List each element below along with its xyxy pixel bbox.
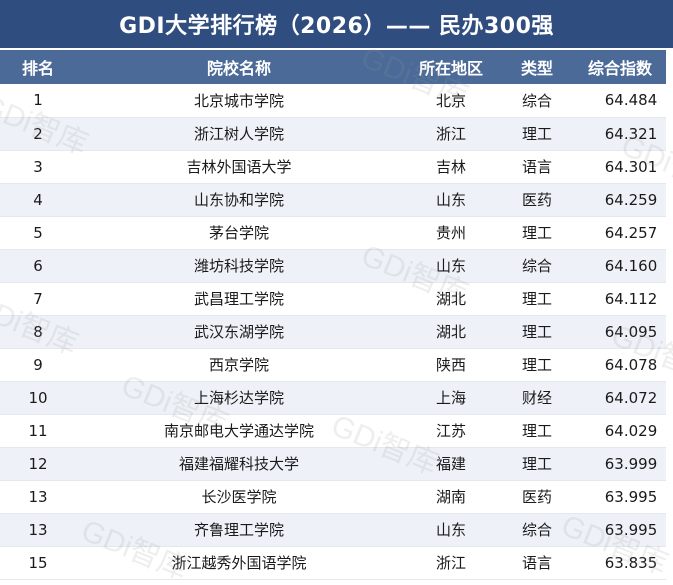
cell-type: 理工 — [500, 447, 574, 481]
cell-region: 吉林 — [402, 150, 500, 184]
table-row: 6 潍坊科技学院 山东 综合 64.160 — [0, 249, 666, 283]
cell-type: 理工 — [500, 117, 574, 151]
cell-type: 理工 — [500, 216, 574, 250]
cell-score: 63.995 — [574, 513, 666, 547]
cell-name: 吉林外国语大学 — [76, 150, 402, 184]
cell-type: 医药 — [500, 480, 574, 514]
cell-type: 理工 — [500, 315, 574, 349]
cell-name: 西京学院 — [76, 348, 402, 382]
cell-name: 武汉东湖学院 — [76, 315, 402, 349]
cell-score: 64.095 — [574, 315, 666, 349]
cell-rank: 8 — [0, 315, 76, 349]
header-rank: 排名 — [0, 50, 76, 84]
cell-region: 浙江 — [402, 117, 500, 151]
table-row: 13 长沙医学院 湖南 医药 63.995 — [0, 480, 666, 514]
cell-type: 理工 — [500, 282, 574, 316]
cell-region: 湖南 — [402, 480, 500, 514]
cell-region: 贵州 — [402, 216, 500, 250]
cell-score: 64.029 — [574, 414, 666, 448]
cell-region: 陕西 — [402, 348, 500, 382]
table-row: 10 上海杉达学院 上海 财经 64.072 — [0, 381, 666, 415]
cell-name: 山东协和学院 — [76, 183, 402, 217]
cell-region: 山东 — [402, 249, 500, 283]
table-row: 7 武昌理工学院 湖北 理工 64.112 — [0, 282, 666, 316]
cell-score: 64.072 — [574, 381, 666, 415]
table-row: 4 山东协和学院 山东 医药 64.259 — [0, 183, 666, 217]
cell-region: 湖北 — [402, 315, 500, 349]
cell-type: 综合 — [500, 84, 574, 118]
table-row: 9 西京学院 陕西 理工 64.078 — [0, 348, 666, 382]
cell-score: 64.112 — [574, 282, 666, 316]
cell-region: 山东 — [402, 513, 500, 547]
cell-region: 山东 — [402, 183, 500, 217]
cell-name: 福建福耀科技大学 — [76, 447, 402, 481]
cell-name: 浙江树人学院 — [76, 117, 402, 151]
cell-score: 64.259 — [574, 183, 666, 217]
cell-rank: 13 — [0, 480, 76, 514]
cell-score: 64.301 — [574, 150, 666, 184]
cell-name: 上海杉达学院 — [76, 381, 402, 415]
cell-name: 武昌理工学院 — [76, 282, 402, 316]
cell-region: 浙江 — [402, 546, 500, 580]
cell-name: 北京城市学院 — [76, 84, 402, 118]
table-row: 2 浙江树人学院 浙江 理工 64.321 — [0, 117, 666, 151]
header-type: 类型 — [500, 50, 574, 84]
cell-rank: 10 — [0, 381, 76, 415]
cell-score: 63.999 — [574, 447, 666, 481]
table-row: 5 茅台学院 贵州 理工 64.257 — [0, 216, 666, 250]
cell-score: 64.321 — [574, 117, 666, 151]
cell-score: 64.160 — [574, 249, 666, 283]
table-row: 13 齐鲁理工学院 山东 综合 63.995 — [0, 513, 666, 547]
cell-rank: 1 — [0, 84, 76, 118]
cell-name: 茅台学院 — [76, 216, 402, 250]
page-title: GDI大学排行榜（2026）—— 民办300强 — [0, 0, 673, 48]
cell-region: 北京 — [402, 84, 500, 118]
cell-type: 理工 — [500, 348, 574, 382]
table-row: 15 浙江越秀外国语学院 浙江 语言 63.835 — [0, 546, 666, 580]
cell-score: 64.078 — [574, 348, 666, 382]
cell-score: 64.484 — [574, 84, 666, 118]
table-row: 12 福建福耀科技大学 福建 理工 63.999 — [0, 447, 666, 481]
header-name: 院校名称 — [76, 50, 402, 84]
cell-type: 医药 — [500, 183, 574, 217]
table-row: 3 吉林外国语大学 吉林 语言 64.301 — [0, 150, 666, 184]
cell-name: 南京邮电大学通达学院 — [76, 414, 402, 448]
cell-rank: 13 — [0, 513, 76, 547]
table-row: 8 武汉东湖学院 湖北 理工 64.095 — [0, 315, 666, 349]
cell-rank: 6 — [0, 249, 76, 283]
cell-region: 江苏 — [402, 414, 500, 448]
cell-region: 湖北 — [402, 282, 500, 316]
cell-type: 理工 — [500, 414, 574, 448]
cell-rank: 2 — [0, 117, 76, 151]
cell-name: 齐鲁理工学院 — [76, 513, 402, 547]
cell-name: 浙江越秀外国语学院 — [76, 546, 402, 580]
cell-score: 63.995 — [574, 480, 666, 514]
cell-type: 综合 — [500, 513, 574, 547]
cell-rank: 5 — [0, 216, 76, 250]
cell-type: 语言 — [500, 546, 574, 580]
cell-rank: 12 — [0, 447, 76, 481]
cell-rank: 3 — [0, 150, 76, 184]
cell-score: 64.257 — [574, 216, 666, 250]
header-score: 综合指数 — [574, 50, 666, 84]
cell-type: 语言 — [500, 150, 574, 184]
cell-rank: 9 — [0, 348, 76, 382]
cell-name: 长沙医学院 — [76, 480, 402, 514]
cell-rank: 4 — [0, 183, 76, 217]
table-row: 11 南京邮电大学通达学院 江苏 理工 64.029 — [0, 414, 666, 448]
cell-rank: 7 — [0, 282, 76, 316]
cell-region: 福建 — [402, 447, 500, 481]
ranking-table: 排名 院校名称 所在地区 类型 综合指数 1 北京城市学院 北京 综合 64.4… — [0, 50, 666, 580]
cell-score: 63.835 — [574, 546, 666, 580]
cell-type: 财经 — [500, 381, 574, 415]
cell-type: 综合 — [500, 249, 574, 283]
cell-name: 潍坊科技学院 — [76, 249, 402, 283]
cell-rank: 15 — [0, 546, 76, 580]
cell-rank: 11 — [0, 414, 76, 448]
header-region: 所在地区 — [402, 50, 500, 84]
table-header-row: 排名 院校名称 所在地区 类型 综合指数 — [0, 50, 666, 84]
table-row: 1 北京城市学院 北京 综合 64.484 — [0, 84, 666, 118]
cell-region: 上海 — [402, 381, 500, 415]
